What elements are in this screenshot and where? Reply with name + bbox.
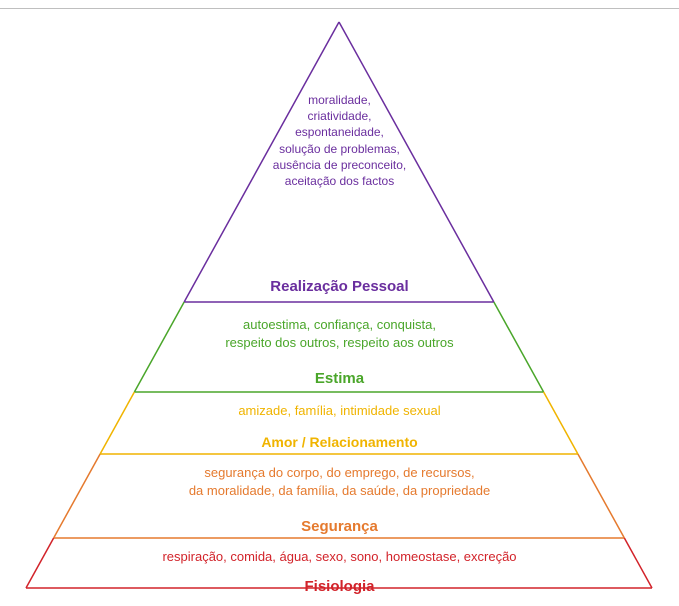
- level-love: amizade, família, intimidade sexual: [0, 402, 679, 420]
- level-title: Estima: [0, 370, 679, 387]
- level-desc: autoestima, confiança, conquista, respei…: [0, 316, 679, 351]
- level-desc: respiração, comida, água, sexo, sono, ho…: [0, 548, 679, 566]
- level-physiology: respiração, comida, água, sexo, sono, ho…: [0, 548, 679, 566]
- level-title: Realização Pessoal: [0, 278, 679, 295]
- level-title-wrap: Amor / Relacionamento: [0, 428, 679, 450]
- level-title-wrap: Segurança: [0, 512, 679, 535]
- level-safety: segurança do corpo, do emprego, de recur…: [0, 464, 679, 499]
- pyramid-diagram: moralidade, criatividade, espontaneidade…: [0, 0, 679, 606]
- level-desc: moralidade, criatividade, espontaneidade…: [0, 92, 679, 189]
- level-self_actualization: moralidade, criatividade, espontaneidade…: [0, 92, 679, 189]
- level-esteem: autoestima, confiança, conquista, respei…: [0, 316, 679, 351]
- level-title: Amor / Relacionamento: [0, 434, 679, 450]
- level-desc: amizade, família, intimidade sexual: [0, 402, 679, 420]
- level-desc: segurança do corpo, do emprego, de recur…: [0, 464, 679, 499]
- level-title: Fisiologia: [0, 578, 679, 595]
- level-title-wrap: Realização Pessoal: [0, 272, 679, 295]
- level-title-wrap: Fisiologia: [0, 572, 679, 595]
- level-title: Segurança: [0, 518, 679, 535]
- level-title-wrap: Estima: [0, 364, 679, 387]
